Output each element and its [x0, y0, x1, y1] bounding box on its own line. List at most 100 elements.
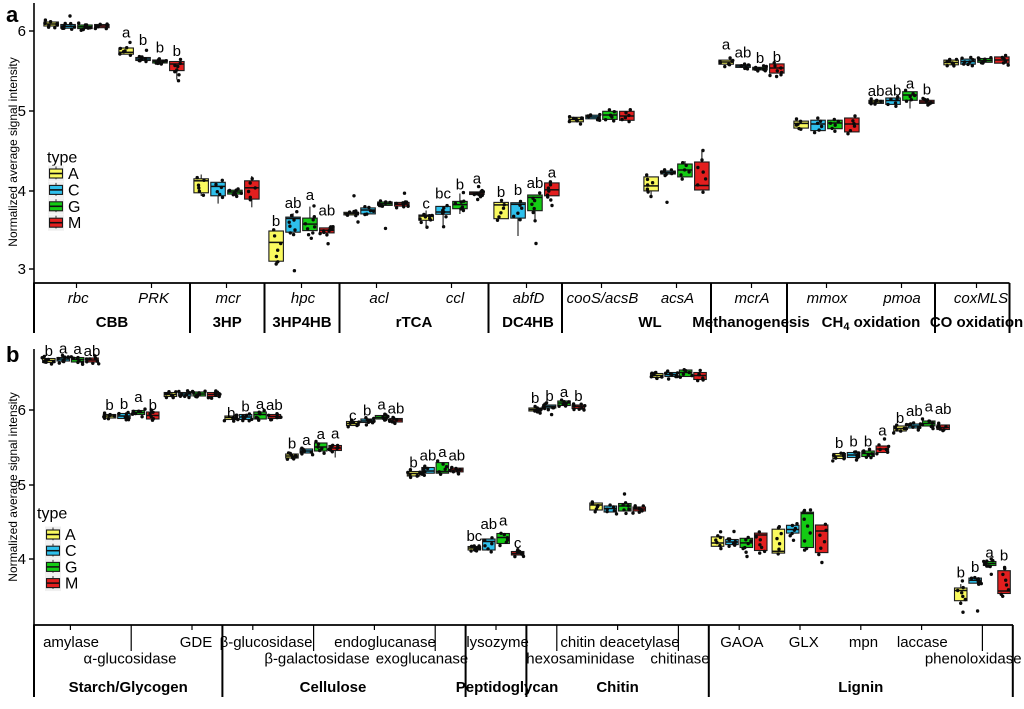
svg-text:4: 4: [18, 183, 26, 200]
svg-text:endoglucanase: endoglucanase: [334, 634, 436, 651]
svg-text:chitin deacetylase: chitin deacetylase: [560, 634, 679, 651]
svg-text:3HP: 3HP: [213, 314, 242, 331]
svg-text:a: a: [73, 341, 82, 358]
svg-text:b: b: [105, 397, 113, 414]
svg-text:α-glucosidase: α-glucosidase: [84, 651, 177, 668]
svg-text:a: a: [6, 2, 19, 27]
svg-text:ab: ab: [885, 82, 902, 99]
svg-text:b: b: [120, 396, 128, 413]
svg-text:b: b: [835, 435, 843, 452]
svg-text:b: b: [497, 184, 505, 201]
svg-text:b: b: [971, 559, 979, 576]
svg-text:3HP4HB: 3HP4HB: [272, 314, 331, 331]
svg-text:a: a: [306, 187, 315, 204]
svg-text:a: a: [438, 444, 447, 461]
svg-text:hpc: hpc: [291, 290, 316, 307]
svg-text:Lignin: Lignin: [838, 679, 883, 696]
svg-text:abfD: abfD: [513, 290, 545, 307]
svg-text:mmox: mmox: [807, 290, 848, 307]
svg-text:ab: ab: [388, 401, 405, 418]
svg-text:4: 4: [18, 551, 26, 568]
svg-text:a: a: [59, 341, 68, 358]
svg-text:ab: ab: [285, 195, 302, 212]
svg-text:C: C: [65, 543, 77, 560]
svg-text:b: b: [514, 182, 522, 199]
svg-text:b: b: [156, 39, 164, 56]
svg-text:b: b: [896, 410, 904, 427]
svg-text:a: a: [499, 513, 508, 530]
svg-text:PRK: PRK: [138, 290, 170, 307]
svg-text:Cellulose: Cellulose: [300, 679, 367, 696]
svg-text:laccase: laccase: [897, 634, 948, 651]
svg-text:Peptidoglycan: Peptidoglycan: [456, 679, 559, 696]
svg-text:5: 5: [18, 477, 26, 494]
svg-text:6: 6: [18, 23, 26, 40]
svg-text:a: a: [722, 36, 731, 53]
svg-text:a: a: [985, 545, 994, 562]
svg-text:b: b: [6, 342, 19, 367]
svg-text:M: M: [65, 576, 78, 593]
svg-text:coxMLS: coxMLS: [954, 290, 1008, 307]
svg-text:chitinase: chitinase: [650, 651, 709, 668]
svg-text:Methanogenesis: Methanogenesis: [692, 314, 810, 331]
svg-text:b: b: [1000, 548, 1008, 565]
svg-text:c: c: [514, 535, 522, 552]
svg-text:Normalized average signal inte: Normalized average signal intensity: [6, 392, 20, 581]
svg-text:a: a: [548, 165, 557, 182]
svg-text:G: G: [68, 199, 80, 216]
svg-text:ab: ab: [527, 175, 544, 192]
svg-text:bc: bc: [466, 528, 482, 545]
svg-text:a: a: [878, 422, 887, 439]
svg-text:5: 5: [18, 103, 26, 120]
svg-text:CO oxidation: CO oxidation: [930, 314, 1023, 331]
svg-text:GAOA: GAOA: [720, 634, 763, 651]
svg-text:ab: ab: [84, 343, 101, 360]
svg-text:GDE: GDE: [180, 634, 213, 651]
svg-text:pmoa: pmoa: [882, 290, 921, 307]
svg-text:type: type: [47, 150, 77, 167]
svg-text:b: b: [227, 405, 235, 422]
svg-text:amylase: amylase: [43, 634, 99, 651]
svg-text:c: c: [422, 195, 430, 212]
svg-text:b: b: [456, 177, 464, 194]
svg-text:mcrA: mcrA: [735, 290, 770, 307]
svg-text:C: C: [68, 182, 80, 199]
svg-text:CBB: CBB: [96, 314, 129, 331]
svg-text:mpn: mpn: [849, 634, 878, 651]
svg-text:WL: WL: [638, 314, 661, 331]
svg-text:b: b: [241, 399, 249, 416]
svg-text:hexosaminidase: hexosaminidase: [526, 651, 634, 668]
svg-text:ab: ab: [420, 448, 437, 465]
svg-text:b: b: [409, 455, 417, 472]
svg-text:b: b: [545, 388, 553, 405]
svg-text:b: b: [756, 50, 764, 67]
svg-text:bc: bc: [435, 186, 451, 203]
svg-text:acl: acl: [369, 290, 389, 307]
svg-text:ab: ab: [480, 516, 497, 533]
svg-text:b: b: [923, 82, 931, 99]
svg-text:cooS/acsB: cooS/acsB: [567, 290, 639, 307]
svg-text:ab: ab: [266, 397, 283, 414]
svg-text:ab: ab: [319, 203, 336, 220]
svg-text:a: a: [925, 399, 934, 416]
svg-text:b: b: [957, 565, 965, 582]
svg-text:b: b: [574, 388, 582, 405]
svg-text:6: 6: [18, 402, 26, 419]
svg-text:ab: ab: [448, 448, 465, 465]
svg-text:rTCA: rTCA: [396, 314, 433, 331]
svg-text:Normalized average signal inte: Normalized average signal intensity: [6, 57, 20, 246]
svg-text:β-galactosidase: β-galactosidase: [264, 651, 369, 668]
svg-text:b: b: [864, 434, 872, 451]
svg-text:b: b: [773, 49, 781, 66]
svg-text:exoglucanase: exoglucanase: [376, 651, 469, 668]
svg-text:b: b: [149, 397, 157, 414]
svg-text:3: 3: [18, 261, 26, 278]
svg-text:A: A: [68, 166, 79, 183]
svg-text:lysozyme: lysozyme: [466, 634, 529, 651]
svg-text:M: M: [68, 215, 81, 232]
svg-text:a: a: [122, 24, 131, 41]
svg-text:β-glucosidase: β-glucosidase: [220, 634, 313, 651]
svg-text:DC4HB: DC4HB: [502, 314, 554, 331]
svg-text:phenoloxidase: phenoloxidase: [925, 651, 1022, 668]
svg-text:b: b: [272, 213, 280, 230]
